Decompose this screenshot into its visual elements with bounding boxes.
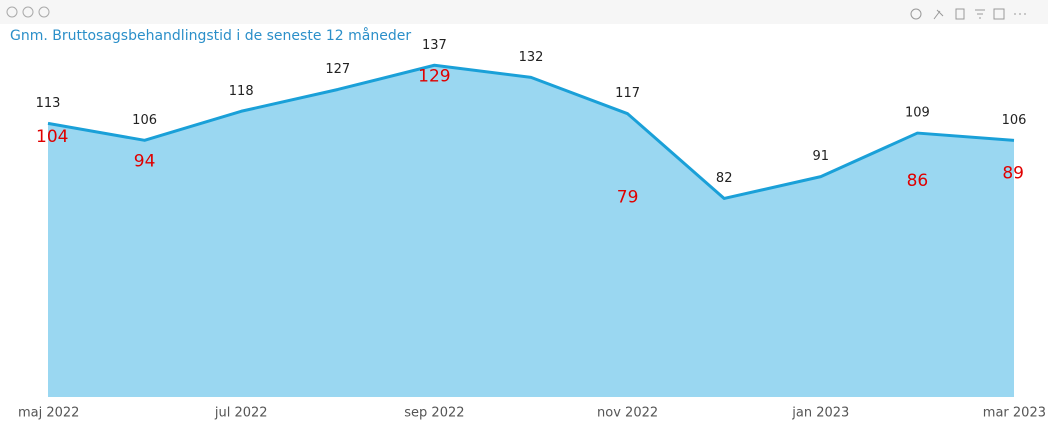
annotation-label: 129 [418, 67, 450, 87]
icon[interactable] [933, 9, 944, 20]
area [48, 65, 1014, 397]
x-tick-label: nov 2022 [597, 406, 658, 421]
annotation-label: 104 [36, 127, 68, 147]
header-icons-left [6, 6, 50, 18]
x-tick-label: mar 2023 [983, 406, 1046, 421]
data-label: 118 [229, 84, 254, 99]
data-label: 106 [132, 113, 157, 128]
chart-title: Gnm. Bruttosagsbehandlingstid i de senes… [10, 27, 411, 44]
data-label: 91 [813, 149, 830, 164]
data-label: 109 [905, 106, 930, 121]
icon[interactable] [955, 8, 965, 20]
data-label: 113 [36, 96, 61, 111]
line [47, 63, 1015, 200]
data-label: 132 [519, 50, 544, 65]
icon[interactable] [910, 8, 922, 20]
annotation-label: 89 [1002, 163, 1024, 183]
header-bar [0, 0, 1048, 24]
annotation-label: 86 [907, 171, 929, 191]
data-label: 137 [422, 38, 447, 53]
icon [6, 6, 18, 18]
data-label: 117 [615, 86, 640, 101]
data-label: 127 [325, 62, 350, 77]
icon [38, 6, 50, 18]
icon [22, 6, 34, 18]
data-label: 106 [1002, 113, 1027, 128]
annotation-label: 94 [134, 151, 156, 171]
icon[interactable] [993, 8, 1005, 20]
x-tick-label: maj 2022 [18, 406, 79, 421]
x-tick-label: jan 2023 [791, 406, 849, 421]
header-icons-right [910, 8, 1026, 20]
data-label: 82 [716, 171, 733, 186]
annotation-label: 79 [617, 188, 639, 208]
x-tick-label: jul 2022 [214, 406, 268, 421]
icon[interactable] [975, 9, 985, 19]
x-tick-label: sep 2022 [404, 406, 464, 421]
